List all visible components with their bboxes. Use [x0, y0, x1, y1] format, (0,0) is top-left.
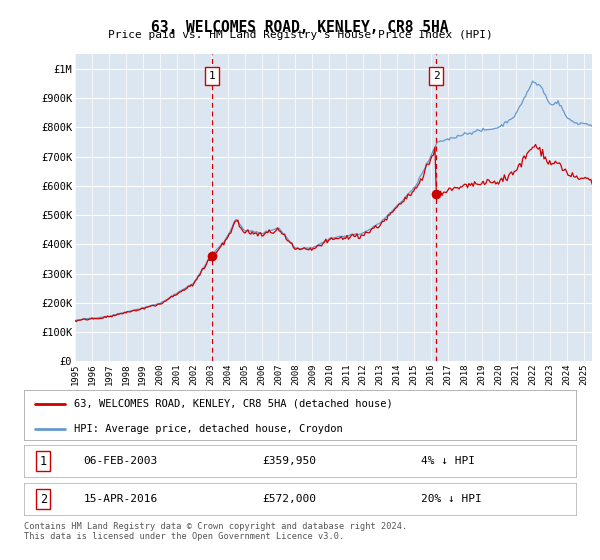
Text: 2: 2	[40, 493, 47, 506]
Text: 63, WELCOMES ROAD, KENLEY, CR8 5HA: 63, WELCOMES ROAD, KENLEY, CR8 5HA	[151, 20, 449, 35]
Text: 4% ↓ HPI: 4% ↓ HPI	[421, 456, 475, 466]
Text: 1: 1	[40, 455, 47, 468]
Text: £572,000: £572,000	[262, 494, 316, 504]
Text: 1: 1	[209, 71, 215, 81]
Text: Contains HM Land Registry data © Crown copyright and database right 2024.
This d: Contains HM Land Registry data © Crown c…	[24, 522, 407, 542]
Text: 20% ↓ HPI: 20% ↓ HPI	[421, 494, 482, 504]
Text: 06-FEB-2003: 06-FEB-2003	[83, 456, 158, 466]
Text: 63, WELCOMES ROAD, KENLEY, CR8 5HA (detached house): 63, WELCOMES ROAD, KENLEY, CR8 5HA (deta…	[74, 399, 392, 409]
Text: £359,950: £359,950	[262, 456, 316, 466]
Text: 2: 2	[433, 71, 439, 81]
Text: Price paid vs. HM Land Registry's House Price Index (HPI): Price paid vs. HM Land Registry's House …	[107, 30, 493, 40]
Text: 15-APR-2016: 15-APR-2016	[83, 494, 158, 504]
Text: HPI: Average price, detached house, Croydon: HPI: Average price, detached house, Croy…	[74, 424, 343, 434]
